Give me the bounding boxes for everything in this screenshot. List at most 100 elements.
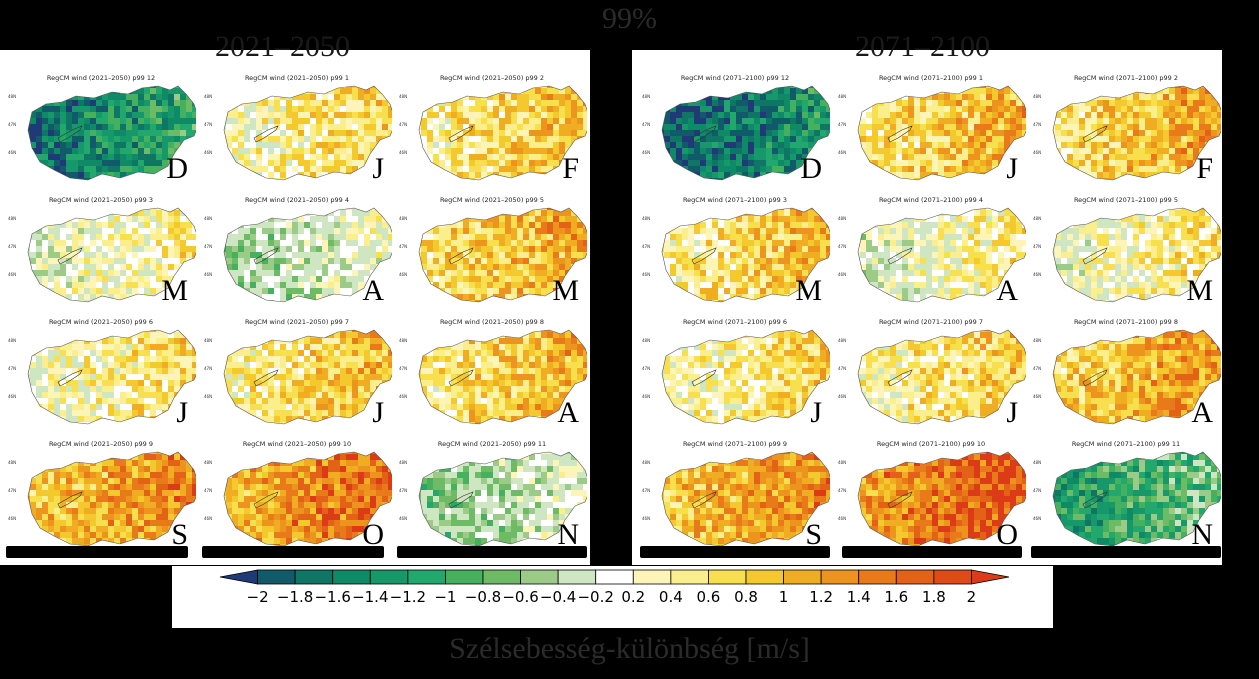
heat-cell [168, 404, 174, 410]
heat-cell [358, 94, 364, 100]
heat-cell [511, 258, 517, 264]
heat-cell [364, 240, 370, 246]
heat-cell [96, 332, 102, 338]
heat-cell [433, 148, 439, 154]
heat-cell [84, 380, 90, 386]
heat-cell [126, 210, 132, 216]
heat-cell [451, 228, 457, 234]
heat-cell [162, 154, 168, 160]
heat-cell [487, 222, 493, 228]
heat-cell [262, 154, 268, 160]
heat-cell [541, 270, 547, 276]
heat-cell [445, 344, 451, 350]
heat-cell [78, 258, 84, 264]
heat-cell [108, 148, 114, 154]
heat-cell [463, 404, 469, 410]
heat-cell [192, 88, 196, 94]
heat-cell [376, 386, 382, 392]
heat-cell [156, 222, 162, 228]
heat-cell [60, 154, 66, 160]
heat-cell [192, 222, 196, 228]
latitude-tick-label: 47N [204, 244, 212, 249]
heat-cell [322, 252, 328, 258]
heat-cell [481, 288, 487, 294]
heat-cell [42, 362, 48, 368]
heat-cell [481, 332, 487, 338]
heat-cell [358, 136, 364, 142]
heat-cell [457, 106, 463, 112]
heat-cell [541, 398, 547, 404]
heat-cell [298, 100, 304, 106]
heat-cell [90, 112, 96, 118]
heat-cell [451, 330, 457, 332]
heat-cell [541, 306, 547, 308]
heat-cell [28, 130, 30, 136]
heat-cell [571, 386, 577, 392]
heat-cell [108, 86, 114, 88]
heat-cell [192, 386, 196, 392]
heat-cell [487, 166, 493, 172]
heat-cell [186, 374, 192, 380]
heat-cell [457, 142, 463, 148]
heat-cell [102, 246, 108, 252]
heat-cell [108, 398, 114, 404]
heat-cell [18, 234, 24, 240]
heat-cell [280, 258, 286, 264]
heat-cell [529, 228, 535, 234]
heat-cell [340, 374, 346, 380]
heat-cell [421, 154, 427, 160]
heat-cell [18, 344, 24, 350]
heat-cell [274, 258, 280, 264]
heat-cell [433, 222, 439, 228]
heat-cell [346, 270, 352, 276]
heat-cell [174, 356, 180, 362]
heat-cell [364, 392, 370, 398]
heat-cell [298, 106, 304, 112]
heat-cell [286, 234, 292, 240]
heat-cell [54, 270, 60, 276]
heat-cell [72, 172, 78, 178]
heat-cell [238, 276, 244, 282]
heat-cell [244, 86, 250, 88]
heat-cell [84, 422, 90, 424]
heat-cell [232, 88, 238, 94]
heat-cell [42, 270, 48, 276]
heat-cell [334, 264, 340, 270]
heat-cell [346, 234, 352, 240]
heat-cell [72, 264, 78, 270]
heat-cell [84, 332, 90, 338]
heat-cell [292, 252, 298, 258]
heat-cell [96, 222, 102, 228]
heat-cell [388, 240, 392, 246]
heat-cell [168, 216, 174, 222]
heat-cell [156, 282, 162, 288]
heat-cell [274, 148, 280, 154]
heat-cell [547, 264, 553, 270]
heat-cell [18, 252, 24, 258]
heat-cell [328, 154, 334, 160]
heat-cell [90, 86, 96, 88]
heat-cell [523, 166, 529, 172]
heat-cell [28, 294, 30, 300]
heat-cell [262, 428, 268, 430]
heat-cell [499, 294, 505, 300]
heat-cell [505, 136, 511, 142]
heat-cell [126, 428, 132, 430]
heat-cell [114, 306, 120, 308]
heat-cell [192, 350, 196, 356]
heat-cell [268, 118, 274, 124]
heat-cell [262, 106, 268, 112]
heat-cell [18, 356, 24, 362]
heat-cell [262, 264, 268, 270]
heat-cell [310, 172, 316, 178]
heat-cell [250, 112, 256, 118]
heat-cell [505, 338, 511, 344]
heat-cell [256, 172, 262, 178]
heat-cell [523, 362, 529, 368]
heat-cell [517, 118, 523, 124]
heat-cell [120, 118, 126, 124]
heat-cell [280, 332, 286, 338]
heat-cell [310, 100, 316, 106]
heat-cell [102, 380, 108, 386]
heat-cell [553, 234, 559, 240]
